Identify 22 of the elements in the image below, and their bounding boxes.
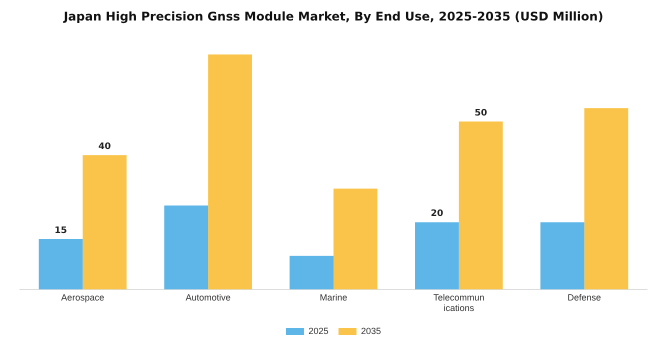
bar: [584, 108, 628, 290]
data-label: 50: [474, 108, 488, 118]
data-label: 20: [430, 209, 444, 220]
x-tick-label: Automotive: [186, 292, 231, 302]
bar: [164, 205, 208, 290]
bar: [540, 222, 584, 290]
bar: [290, 256, 334, 290]
x-tick-label: Telecommunications: [433, 292, 484, 314]
legend-label: 2025: [308, 326, 329, 336]
x-tick-label: Marine: [320, 292, 348, 302]
bar: [458, 122, 503, 290]
x-tick-label: Defense: [568, 292, 602, 302]
x-tick-label: Aerospace: [61, 292, 104, 302]
data-label: 40: [98, 142, 111, 152]
legend-label: 2035: [361, 326, 382, 336]
data-label: 15: [54, 226, 68, 236]
bar: [334, 188, 378, 290]
chart-title: Japan High Precision Gnss Module Market, By End Use, 2025-2035 (USD Million): [62, 9, 604, 24]
bar: [208, 54, 252, 290]
bar: [415, 222, 459, 290]
bar: [38, 239, 83, 290]
bar: [82, 155, 127, 290]
